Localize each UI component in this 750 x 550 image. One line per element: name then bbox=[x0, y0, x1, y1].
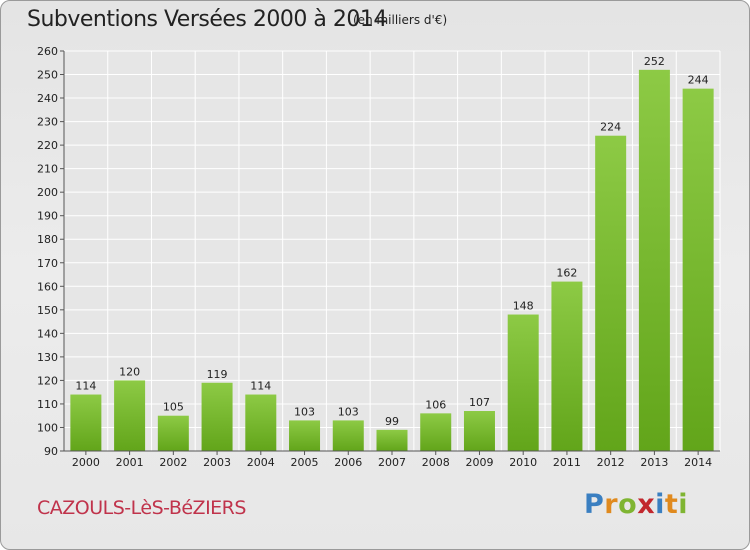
y-tick-label: 170 bbox=[37, 257, 58, 270]
bars bbox=[70, 69, 714, 452]
bar bbox=[420, 413, 452, 451]
y-tick-label: 210 bbox=[37, 163, 58, 176]
commune-name: CAZOULS-LèS-BéZIERS bbox=[37, 497, 246, 519]
y-tick-label: 220 bbox=[37, 139, 58, 152]
y-tick-label: 160 bbox=[37, 280, 58, 293]
bar bbox=[376, 429, 408, 451]
bar bbox=[682, 88, 714, 451]
y-tick-label: 150 bbox=[37, 304, 58, 317]
y-tick-label: 190 bbox=[37, 210, 58, 223]
value-label: 252 bbox=[644, 55, 665, 68]
x-tick-label: 2007 bbox=[378, 456, 406, 469]
bar bbox=[332, 420, 364, 451]
x-tick-label: 2008 bbox=[422, 456, 450, 469]
logo-letter: x bbox=[637, 489, 656, 520]
y-tick-label: 120 bbox=[37, 374, 58, 387]
axes: 90 100 110 120 130 140 150 160 170 180 190 200 210 22… bbox=[37, 45, 720, 469]
x-tick-label: 2009 bbox=[465, 456, 493, 469]
value-label: 99 bbox=[385, 415, 399, 428]
value-label: 162 bbox=[556, 267, 577, 280]
bar bbox=[201, 382, 233, 451]
x-tick-label: 2012 bbox=[597, 456, 625, 469]
y-tick-label: 240 bbox=[37, 92, 58, 105]
x-tick-label: 2013 bbox=[640, 456, 668, 469]
y-tick-label: 260 bbox=[37, 45, 58, 58]
logo-letter: i bbox=[678, 489, 689, 520]
y-tick-label: 250 bbox=[37, 69, 58, 82]
y-tick-label: 100 bbox=[37, 421, 58, 434]
logo-letter: t bbox=[664, 489, 679, 520]
bar bbox=[638, 69, 670, 451]
value-label: 120 bbox=[119, 365, 140, 378]
y-tick-label: 200 bbox=[37, 186, 58, 199]
value-label: 106 bbox=[425, 398, 446, 411]
value-label: 105 bbox=[163, 401, 184, 414]
x-tick-label: 2004 bbox=[247, 456, 275, 469]
bar bbox=[245, 394, 277, 451]
bar bbox=[114, 380, 146, 451]
chart-title: Subventions Versées 2000 à 2014 bbox=[27, 7, 387, 32]
value-labels: 114 120 105 119 114 103 103 99 106 107 148 162 224 25… bbox=[75, 55, 708, 428]
value-label: 224 bbox=[600, 121, 621, 134]
y-tick-label: 180 bbox=[37, 233, 58, 246]
x-tick-label: 2002 bbox=[159, 456, 187, 469]
y-tick-label: 130 bbox=[37, 351, 58, 364]
x-tick-label: 2011 bbox=[553, 456, 581, 469]
value-label: 114 bbox=[75, 380, 96, 393]
value-label: 119 bbox=[207, 368, 228, 381]
y-tick-label: 110 bbox=[37, 398, 58, 411]
bar bbox=[507, 314, 539, 451]
bar bbox=[289, 420, 321, 451]
bar bbox=[463, 411, 495, 451]
x-tick-label: 2005 bbox=[291, 456, 319, 469]
proxiti-logo: Proxiti bbox=[584, 489, 688, 520]
x-tick-label: 2003 bbox=[203, 456, 231, 469]
value-label: 107 bbox=[469, 396, 490, 409]
value-label: 244 bbox=[688, 74, 709, 87]
y-tick-label: 140 bbox=[37, 327, 58, 340]
y-tick-label: 90 bbox=[44, 445, 58, 458]
x-tick-label: 2001 bbox=[116, 456, 144, 469]
value-label: 103 bbox=[294, 405, 315, 418]
logo-letter: r bbox=[604, 489, 619, 520]
bar bbox=[70, 394, 102, 451]
value-label: 148 bbox=[513, 300, 534, 313]
logo-letter: P bbox=[584, 489, 605, 520]
x-tick-label: 2014 bbox=[684, 456, 712, 469]
bar bbox=[157, 415, 189, 451]
bar bbox=[551, 281, 583, 451]
x-tick-label: 2000 bbox=[72, 456, 100, 469]
x-tick-label: 2010 bbox=[509, 456, 537, 469]
value-label: 114 bbox=[250, 380, 271, 393]
logo-letter: o bbox=[618, 489, 638, 520]
chart-subtitle: (en milliers d'€) bbox=[353, 13, 448, 27]
bar bbox=[595, 135, 627, 452]
x-tick-label: 2006 bbox=[334, 456, 362, 469]
logo-letter: i bbox=[655, 489, 665, 520]
y-tick-label: 230 bbox=[37, 116, 58, 129]
value-label: 103 bbox=[338, 405, 359, 418]
